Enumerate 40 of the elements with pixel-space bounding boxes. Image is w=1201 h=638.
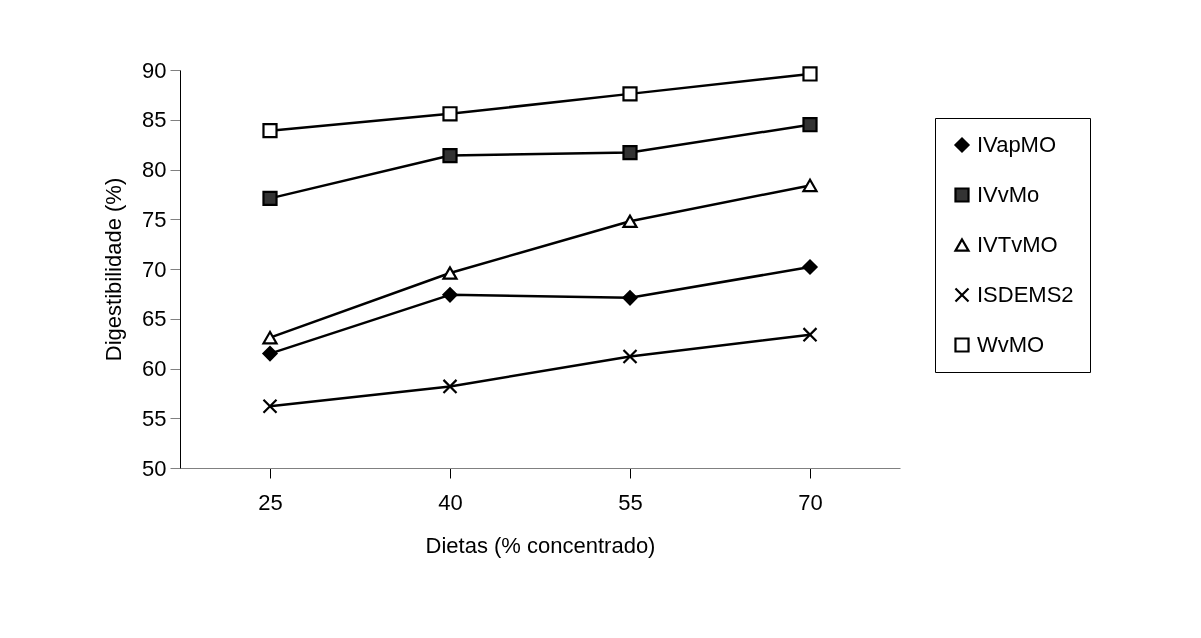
legend-label: IVapMO bbox=[977, 132, 1057, 157]
x-axis-title: Dietas (% concentrado) bbox=[425, 532, 656, 558]
point bbox=[442, 378, 458, 395]
point bbox=[262, 190, 278, 206]
y-tick-label: 80 bbox=[142, 157, 167, 182]
point bbox=[262, 330, 278, 345]
y-tick-label: 65 bbox=[142, 306, 167, 332]
y-tick-label: 85 bbox=[142, 107, 167, 133]
y-tick-label: 60 bbox=[142, 356, 167, 381]
y-tick-label: 55 bbox=[142, 405, 167, 431]
y-tick-label: 90 bbox=[142, 57, 167, 83]
point bbox=[802, 66, 818, 82]
point bbox=[442, 266, 458, 280]
point bbox=[622, 290, 638, 306]
x-tick-label: 40 bbox=[438, 489, 463, 515]
point bbox=[262, 345, 278, 362]
point bbox=[442, 106, 458, 122]
point bbox=[622, 144, 638, 161]
y-tick-label: 70 bbox=[142, 256, 167, 282]
y-tick-label: 50 bbox=[142, 455, 167, 481]
legend-label: WvMO bbox=[977, 332, 1045, 357]
legend-label: IVvMo bbox=[977, 182, 1040, 207]
x-tick-label: 70 bbox=[798, 489, 823, 515]
x-tick-label: 55 bbox=[618, 489, 643, 515]
point bbox=[802, 259, 818, 275]
point bbox=[622, 348, 638, 365]
legend-label: IVTvMO bbox=[977, 232, 1058, 257]
y-tick-label: 75 bbox=[142, 206, 167, 232]
legend-label: ISDEMS2 bbox=[977, 282, 1074, 307]
point bbox=[442, 287, 458, 303]
point bbox=[802, 178, 818, 193]
point bbox=[622, 214, 638, 228]
point bbox=[802, 327, 818, 343]
y-axis-title: Digestibilidade (%) bbox=[101, 177, 127, 362]
point bbox=[262, 398, 278, 414]
point bbox=[622, 86, 638, 102]
point bbox=[262, 123, 278, 139]
point bbox=[802, 117, 818, 133]
point bbox=[442, 147, 458, 164]
x-tick-label: 25 bbox=[258, 489, 283, 515]
